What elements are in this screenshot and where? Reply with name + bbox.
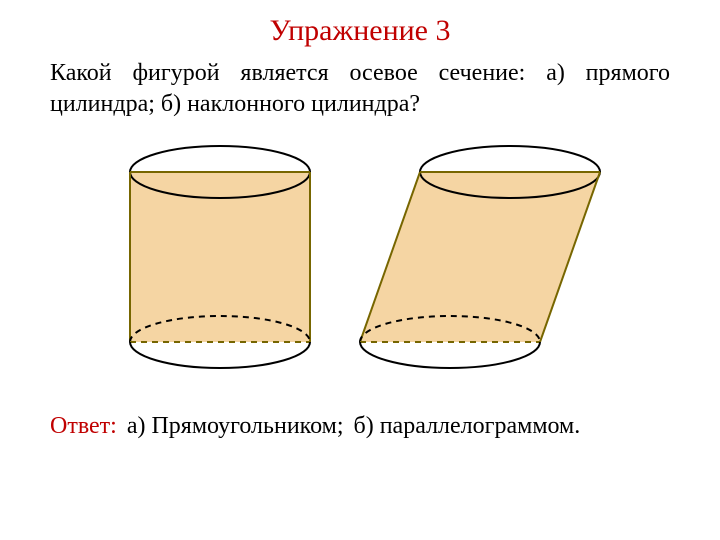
right-cylinder-bottom-front-arc bbox=[130, 342, 310, 368]
answer-row: Ответ: а) Прямоугольником; б) параллелог… bbox=[50, 413, 670, 440]
figures-container bbox=[0, 132, 720, 387]
oblique-cylinder-bottom-front-arc bbox=[360, 342, 540, 368]
answer-part-b: б) параллелограммом. bbox=[354, 413, 581, 440]
cylinders-diagram bbox=[80, 132, 640, 382]
answer-label: Ответ: bbox=[50, 413, 117, 440]
answer-part-a: а) Прямоугольником; bbox=[127, 413, 344, 440]
question-text: Какой фигурой является осевое сечение: а… bbox=[50, 58, 670, 120]
exercise-title: Упражнение 3 bbox=[0, 14, 720, 48]
